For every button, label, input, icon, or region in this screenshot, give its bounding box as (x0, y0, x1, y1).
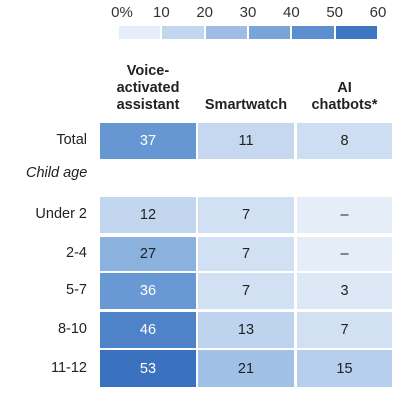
row-label: Total (56, 132, 87, 148)
heatmap-cell: 12 (100, 197, 196, 233)
row-label: Under 2 (35, 206, 87, 222)
heatmap-cell: 53 (100, 350, 196, 387)
heatmap-cell: – (297, 237, 392, 271)
column-header-smartwatch: Smartwatch (204, 97, 288, 113)
scale-tick-label: 30 (239, 4, 257, 21)
heatmap-cell: 36 (100, 273, 196, 309)
heatmap-cell: 7 (198, 273, 294, 309)
heatmap-cell: 27 (100, 237, 196, 271)
scale-swatch (335, 26, 377, 39)
scale-tick-label: 10 (152, 4, 170, 21)
row-label: 11-12 (50, 359, 87, 376)
heatmap-cell: 8 (297, 123, 392, 159)
scale-swatch (162, 26, 204, 39)
column-header-ai-chatbots: AI chatbots* (311, 80, 378, 113)
color-scale-legend: 0% 10 20 30 40 50 60 (0, 0, 420, 44)
heatmap-cell: 37 (100, 123, 196, 159)
heatmap-cell: 7 (198, 237, 294, 271)
scale-swatch (292, 26, 334, 39)
scale-tick-label: 0% (111, 4, 133, 21)
scale-tick-label: 20 (196, 4, 213, 21)
scale-swatch (119, 26, 161, 39)
scale-tick-label: 60 (369, 4, 387, 21)
heatmap-cell: 21 (198, 350, 294, 387)
row-label: 8-10 (57, 321, 87, 337)
row-label: 5-7 (66, 282, 87, 298)
group-label-child-age: Child age (26, 165, 88, 181)
heatmap-cell: 13 (198, 312, 294, 348)
scale-swatch (205, 26, 247, 39)
heatmap-cell: 7 (297, 312, 392, 348)
scale-tick-label: 40 (282, 4, 300, 21)
heatmap-cell: – (297, 197, 392, 233)
row-label: 2-4 (66, 245, 87, 261)
heatmap-cell: 7 (198, 197, 294, 233)
heatmap-cell: 3 (297, 273, 392, 309)
scale-tick-label: 50 (326, 4, 343, 21)
heatmap-cell: 11 (198, 123, 294, 159)
scale-swatch (249, 26, 291, 39)
heatmap-cell: 46 (100, 312, 196, 348)
column-header-voice-assistant: Voice- activated assistant (116, 63, 180, 113)
heatmap-cell: 15 (297, 350, 392, 387)
